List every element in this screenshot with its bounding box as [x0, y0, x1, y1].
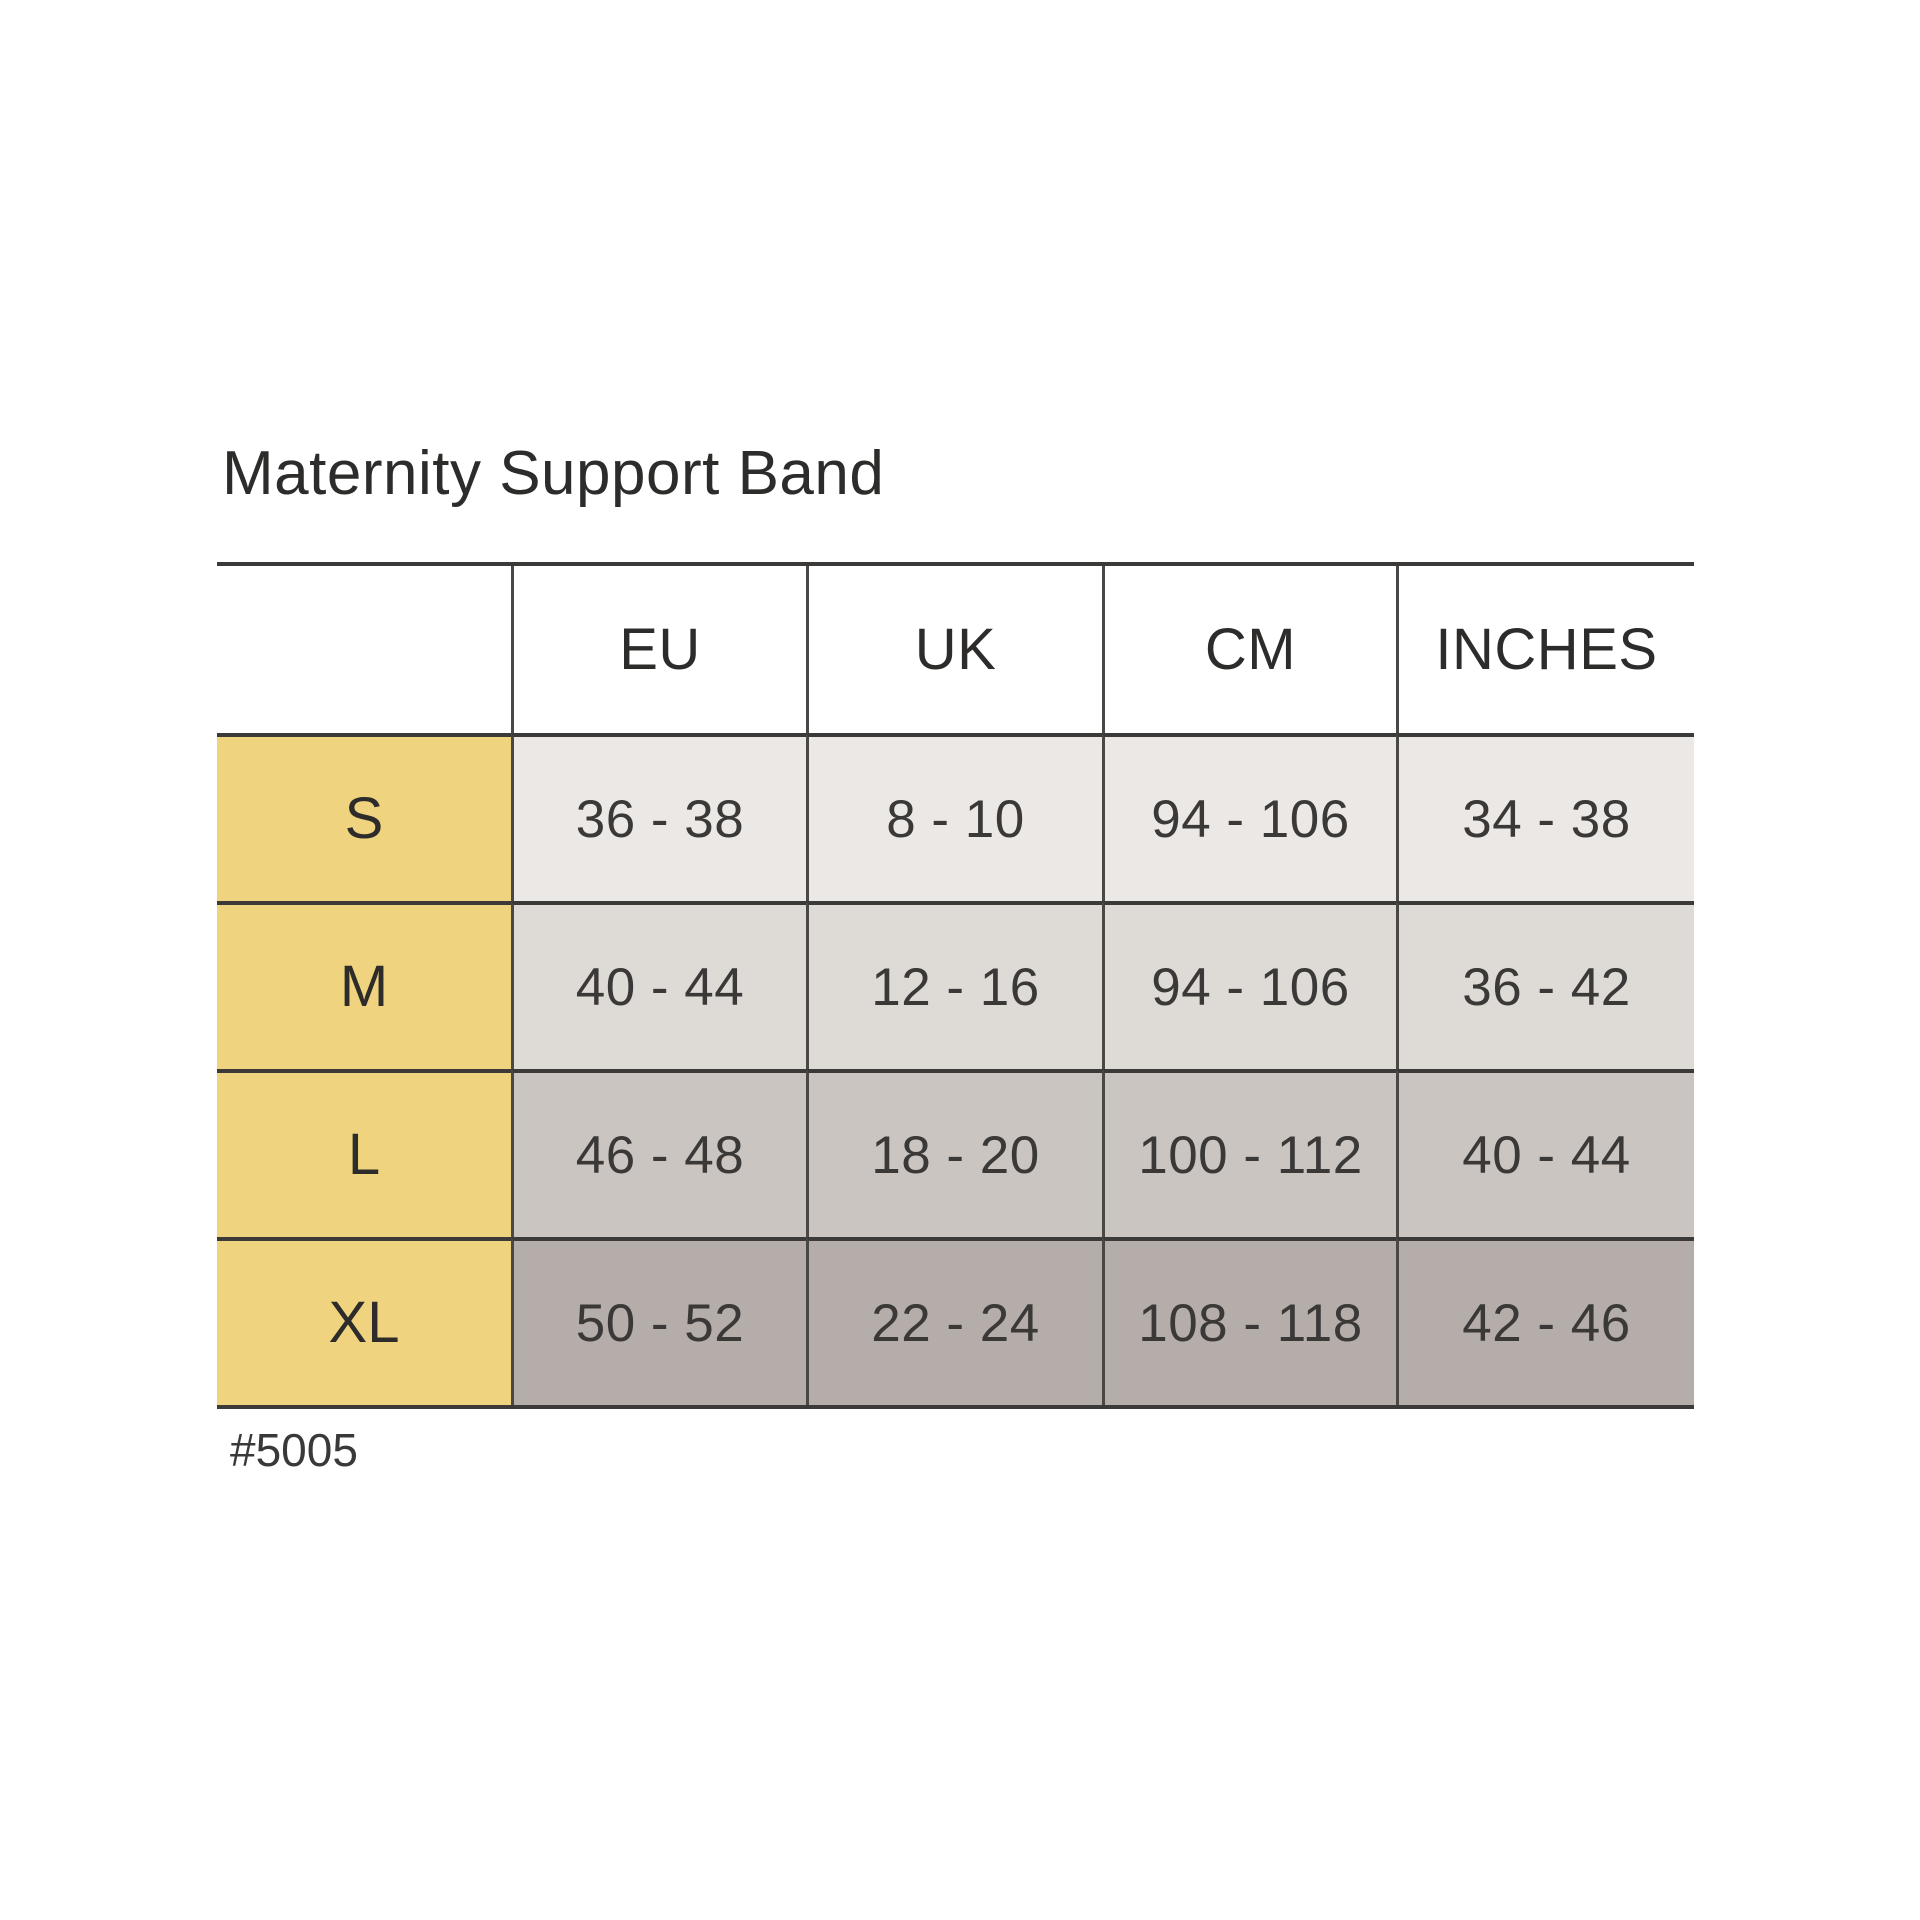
cell-s-eu: 36 - 38 — [511, 733, 806, 901]
size-table: EU UK CM INCHES S 36 - 38 8 - 10 94 - 10… — [217, 562, 1694, 1409]
product-number: #5005 — [230, 1424, 358, 1476]
size-cell-xl: XL — [217, 1237, 511, 1405]
size-cell-l: L — [217, 1069, 511, 1237]
cell-xl-eu: 50 - 52 — [511, 1237, 806, 1405]
cell-s-inches: 34 - 38 — [1396, 733, 1694, 901]
header-corner-cell — [217, 566, 511, 733]
cell-xl-inches: 42 - 46 — [1396, 1237, 1694, 1405]
column-header-eu: EU — [511, 566, 806, 733]
cell-xl-uk: 22 - 24 — [806, 1237, 1102, 1405]
cell-m-uk: 12 - 16 — [806, 901, 1102, 1069]
cell-m-inches: 36 - 42 — [1396, 901, 1694, 1069]
cell-l-uk: 18 - 20 — [806, 1069, 1102, 1237]
column-header-uk: UK — [806, 566, 1102, 733]
cell-m-eu: 40 - 44 — [511, 901, 806, 1069]
cell-m-cm: 94 - 106 — [1102, 901, 1396, 1069]
cell-s-cm: 94 - 106 — [1102, 733, 1396, 901]
cell-xl-cm: 108 - 118 — [1102, 1237, 1396, 1405]
column-header-inches: INCHES — [1396, 566, 1694, 733]
cell-l-cm: 100 - 112 — [1102, 1069, 1396, 1237]
cell-l-inches: 40 - 44 — [1396, 1069, 1694, 1237]
cell-l-eu: 46 - 48 — [511, 1069, 806, 1237]
size-cell-m: M — [217, 901, 511, 1069]
size-cell-s: S — [217, 733, 511, 901]
cell-s-uk: 8 - 10 — [806, 733, 1102, 901]
page-title: Maternity Support Band — [222, 439, 885, 508]
column-header-cm: CM — [1102, 566, 1396, 733]
